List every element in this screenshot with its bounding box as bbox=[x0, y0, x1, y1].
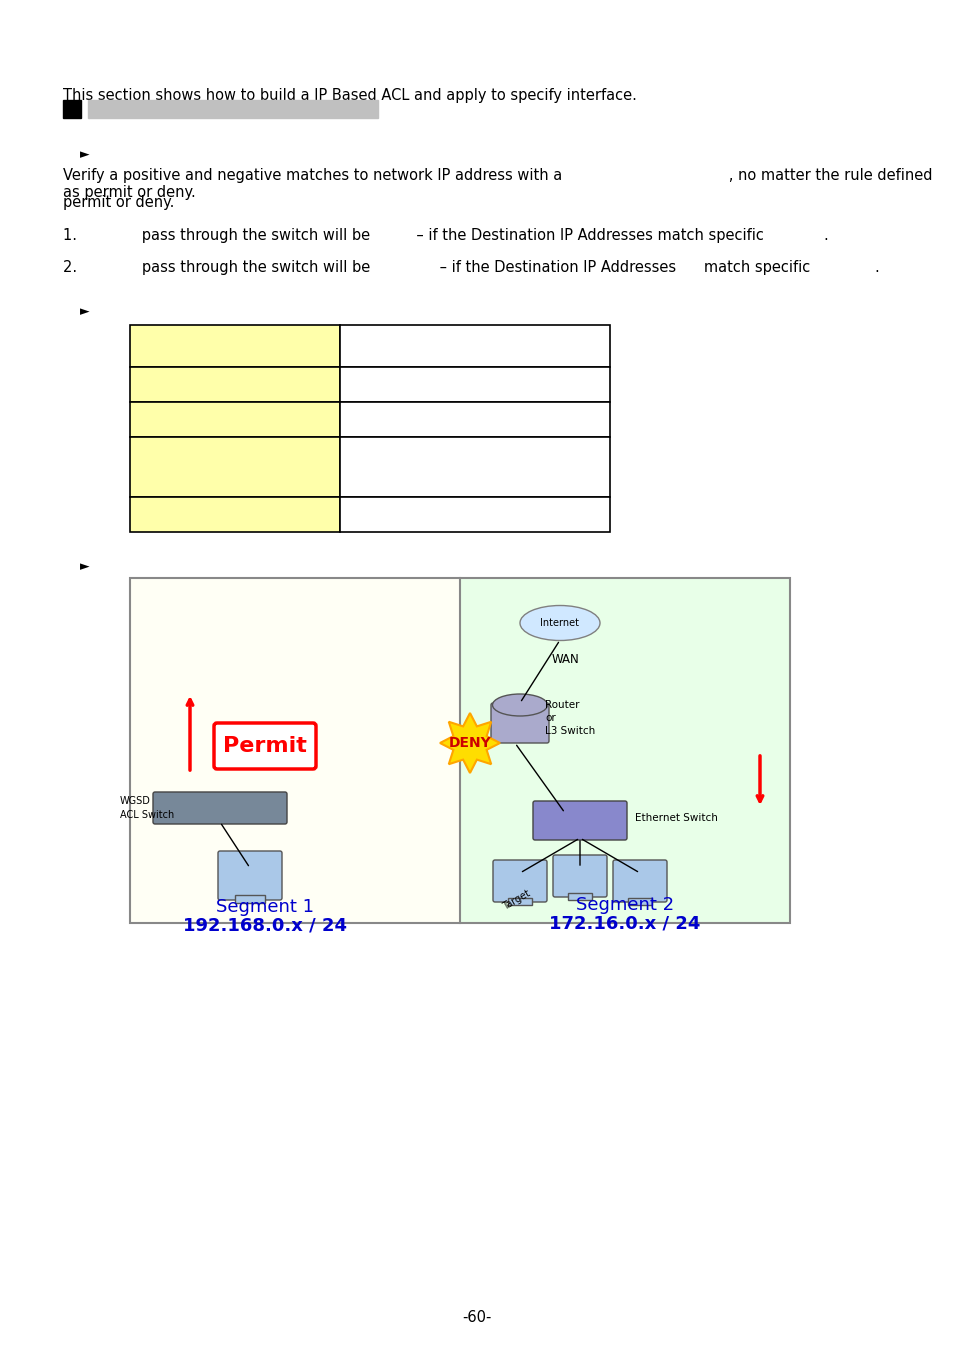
Bar bbox=[63, 100, 81, 117]
Text: Target: Target bbox=[501, 888, 532, 911]
Bar bbox=[567, 892, 592, 900]
Text: 192.168.0.x / 24: 192.168.0.x / 24 bbox=[183, 917, 347, 934]
Bar bbox=[234, 895, 265, 903]
Bar bbox=[130, 497, 339, 532]
FancyBboxPatch shape bbox=[213, 724, 315, 769]
Text: 1.              pass through the switch will be          – if the Destination IP: 1. pass through the switch will be – if … bbox=[63, 228, 828, 243]
Bar bbox=[130, 367, 339, 402]
FancyBboxPatch shape bbox=[533, 801, 626, 840]
Bar bbox=[339, 437, 609, 497]
FancyBboxPatch shape bbox=[152, 792, 287, 824]
Bar bbox=[627, 898, 651, 904]
Text: Router
or
L3 Switch: Router or L3 Switch bbox=[544, 699, 595, 736]
Bar bbox=[339, 367, 609, 402]
Text: ►: ► bbox=[80, 560, 90, 572]
Text: This section shows how to build a IP Based ACL and apply to specify interface.: This section shows how to build a IP Bas… bbox=[63, 88, 637, 103]
FancyBboxPatch shape bbox=[553, 855, 606, 896]
Text: -60-: -60- bbox=[462, 1310, 491, 1324]
Bar bbox=[88, 100, 377, 117]
Text: Permit: Permit bbox=[223, 736, 307, 756]
Text: Verify a positive and negative matches to network IP address with a             : Verify a positive and negative matches t… bbox=[63, 167, 931, 200]
Bar bbox=[130, 578, 459, 923]
Bar bbox=[130, 437, 339, 497]
Text: Segment 2: Segment 2 bbox=[576, 896, 674, 914]
Polygon shape bbox=[439, 713, 499, 774]
Text: 172.16.0.x / 24: 172.16.0.x / 24 bbox=[549, 914, 700, 931]
Text: ►: ► bbox=[80, 148, 90, 161]
FancyBboxPatch shape bbox=[613, 860, 666, 902]
FancyBboxPatch shape bbox=[491, 703, 548, 742]
Text: ►: ► bbox=[80, 305, 90, 319]
Text: WGSD
ACL Switch: WGSD ACL Switch bbox=[120, 796, 174, 819]
Text: 2.              pass through the switch will be               – if the Destinati: 2. pass through the switch will be – if … bbox=[63, 261, 879, 275]
Bar bbox=[339, 497, 609, 532]
Bar bbox=[130, 578, 789, 923]
FancyBboxPatch shape bbox=[218, 850, 282, 900]
Bar bbox=[339, 402, 609, 437]
Ellipse shape bbox=[492, 694, 547, 716]
Text: DENY: DENY bbox=[448, 736, 491, 751]
Bar bbox=[339, 325, 609, 367]
Ellipse shape bbox=[519, 606, 599, 640]
Text: Segment 1: Segment 1 bbox=[215, 898, 314, 917]
Bar bbox=[130, 325, 339, 367]
Bar bbox=[130, 402, 339, 437]
Text: Ethernet Switch: Ethernet Switch bbox=[635, 813, 717, 823]
Text: WAN: WAN bbox=[551, 653, 578, 666]
Text: Internet: Internet bbox=[540, 618, 578, 628]
FancyBboxPatch shape bbox=[493, 860, 546, 902]
Bar bbox=[507, 898, 532, 904]
Bar bbox=[459, 578, 789, 923]
Text: permit or deny.: permit or deny. bbox=[63, 194, 174, 211]
